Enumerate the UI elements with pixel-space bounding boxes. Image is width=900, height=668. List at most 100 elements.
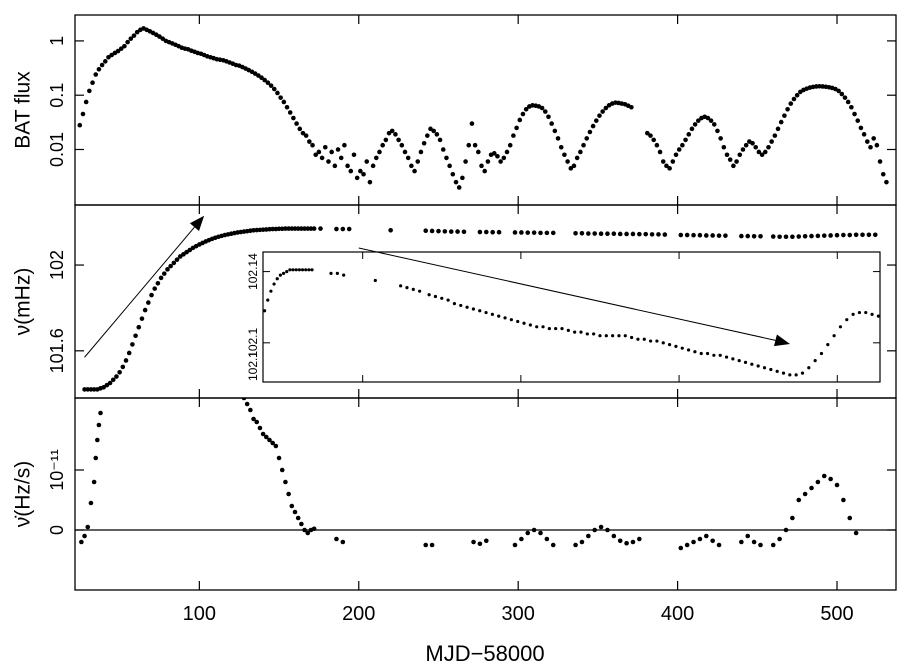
inset-data-point xyxy=(826,343,830,347)
data-point xyxy=(643,231,649,237)
data-point xyxy=(531,527,537,533)
data-point xyxy=(310,142,315,148)
data-point xyxy=(617,538,623,544)
data-point xyxy=(544,230,550,236)
data-point xyxy=(295,226,301,231)
data-point xyxy=(354,175,360,181)
data-point xyxy=(603,105,609,111)
data-point xyxy=(348,168,354,174)
data-point xyxy=(264,434,269,440)
data-point xyxy=(448,229,454,234)
y-tick-label: 10⁻¹¹ xyxy=(47,449,67,491)
data-point xyxy=(656,232,661,237)
data-point xyxy=(82,387,87,392)
data-point xyxy=(718,136,723,141)
inset-data-point xyxy=(471,307,476,311)
inset-data-point xyxy=(399,284,403,288)
data-point xyxy=(345,163,350,169)
inset-y-tick-label: 102.1 xyxy=(246,351,260,381)
inset-data-point xyxy=(310,268,314,272)
data-point xyxy=(291,115,296,121)
data-point xyxy=(82,533,87,539)
data-point xyxy=(731,163,736,169)
data-point xyxy=(711,122,717,127)
data-point xyxy=(133,333,138,339)
data-point xyxy=(584,136,590,141)
data-point xyxy=(340,226,346,232)
inset-data-point xyxy=(788,373,792,377)
data-point xyxy=(809,485,814,491)
data-point xyxy=(377,149,382,155)
data-point xyxy=(450,171,456,177)
inset-data-point xyxy=(800,371,805,375)
data-point xyxy=(423,542,429,548)
data-point xyxy=(834,232,840,238)
inset-data-point xyxy=(636,337,640,341)
data-point xyxy=(96,66,102,72)
data-point xyxy=(538,230,543,236)
inset-data-point xyxy=(649,339,653,343)
data-point xyxy=(802,491,808,497)
data-point xyxy=(85,387,91,392)
data-point xyxy=(791,96,797,102)
data-point xyxy=(598,231,604,237)
inset-data-point xyxy=(497,314,501,318)
inset-data-point xyxy=(342,273,346,277)
data-point xyxy=(260,431,266,437)
data-point xyxy=(723,233,728,238)
data-point xyxy=(455,229,460,234)
data-point xyxy=(783,234,789,240)
data-point xyxy=(283,479,288,485)
data-point xyxy=(841,232,846,238)
data-point xyxy=(828,233,833,238)
inset-data-point xyxy=(528,323,532,327)
data-point xyxy=(778,119,784,125)
data-point xyxy=(299,521,304,527)
data-point xyxy=(884,179,889,185)
inset-data-point xyxy=(579,330,583,334)
y-tick-label: 0.1 xyxy=(47,83,67,108)
data-point xyxy=(605,231,610,237)
data-point xyxy=(425,133,430,138)
data-point xyxy=(525,530,531,536)
data-point xyxy=(788,101,794,106)
data-point xyxy=(573,542,578,548)
data-point xyxy=(708,118,714,123)
data-point xyxy=(630,539,636,545)
inset-data-point xyxy=(446,298,450,302)
data-point xyxy=(85,524,91,530)
data-point xyxy=(855,118,861,123)
data-point xyxy=(485,159,491,164)
inset-data-point xyxy=(674,344,678,348)
inset-data-point xyxy=(731,357,735,361)
data-point xyxy=(573,231,578,236)
inset-data-point xyxy=(598,334,602,338)
data-point xyxy=(751,234,757,239)
inset-points xyxy=(263,268,880,377)
data-point xyxy=(501,155,507,161)
data-point xyxy=(453,179,459,185)
data-point xyxy=(637,231,642,237)
data-point xyxy=(574,155,580,161)
inset-data-point xyxy=(851,312,855,316)
data-point xyxy=(611,231,617,237)
inset-data-point xyxy=(294,268,298,272)
data-point xyxy=(125,39,130,45)
data-point xyxy=(87,88,92,94)
inset-data-point xyxy=(693,350,697,354)
data-point xyxy=(645,130,650,136)
data-point xyxy=(821,473,827,479)
data-point xyxy=(273,443,279,449)
data-point xyxy=(461,229,467,235)
inset-data-point xyxy=(630,335,634,340)
data-point xyxy=(286,491,291,497)
spin-frequency-ylabel: ν(mHz) xyxy=(12,268,35,336)
data-point xyxy=(447,163,452,169)
spin-derivative-panel: 10⁻¹¹ 0 ν̇(Hz/s) xyxy=(12,397,897,591)
data-point xyxy=(790,234,795,240)
data-point xyxy=(77,122,83,128)
data-point xyxy=(605,527,610,533)
data-point xyxy=(440,147,446,152)
data-point xyxy=(338,155,344,161)
data-point xyxy=(270,440,275,446)
